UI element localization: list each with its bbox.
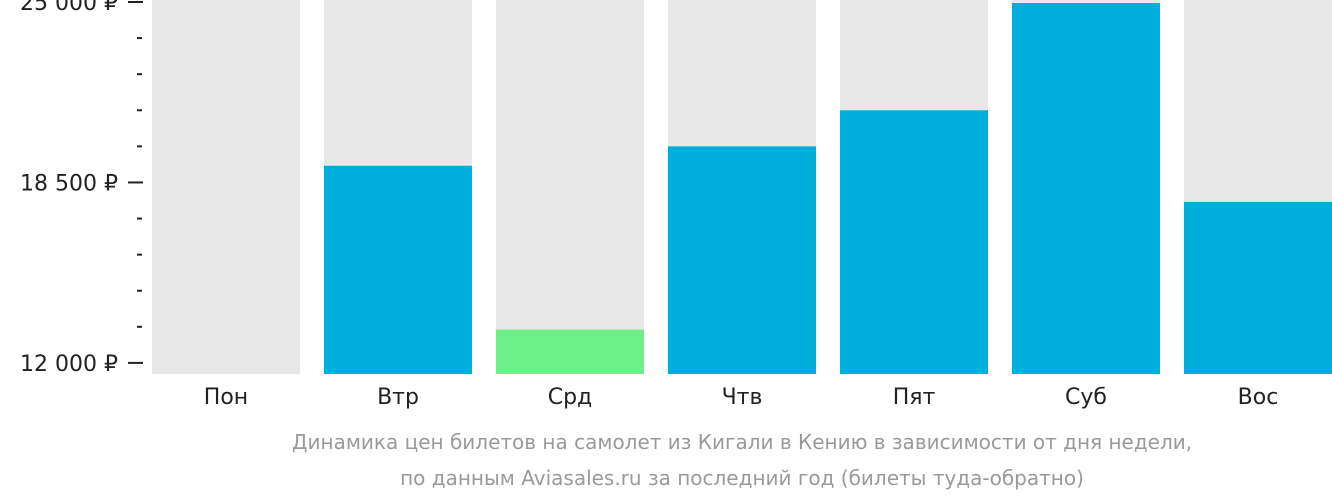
x-tick-label-срд: Срд: [548, 385, 593, 410]
bar-вос[interactable]: [1184, 201, 1332, 374]
x-tick-label-пон: Пон: [204, 385, 248, 410]
x-tick-label-чтв: Чтв: [722, 385, 763, 410]
price-by-weekday-chart: Пон Втр Срд Чтв Пят Суб Вос 25 000 ₽ 18 500 ₽ 12 …: [20, 0, 1332, 410]
bar-пят[interactable]: [840, 110, 988, 375]
bar-чтв[interactable]: [668, 146, 816, 374]
bar-втр[interactable]: [324, 165, 472, 374]
chart-caption-line-1: Динамика цен билетов на самолет из Кигал…: [291, 430, 1193, 454]
y-tick-label: 12 000 ₽: [20, 352, 118, 377]
x-tick-label-пят: Пят: [893, 385, 936, 410]
bar-background-пон: [152, 0, 300, 374]
bar-background-срд: [496, 0, 644, 374]
y-tick-label: 18 500 ₽: [20, 171, 118, 196]
y-tick-label: 25 000 ₽: [20, 0, 118, 16]
bar-срд[interactable]: [496, 329, 644, 374]
chart-caption-line-2: по данным Aviasales.ru за последний год …: [400, 466, 1084, 490]
x-tick-label-втр: Втр: [377, 385, 419, 410]
x-tick-label-вос: Вос: [1238, 385, 1279, 410]
x-tick-label-суб: Суб: [1065, 385, 1107, 410]
bar-суб[interactable]: [1012, 3, 1160, 374]
